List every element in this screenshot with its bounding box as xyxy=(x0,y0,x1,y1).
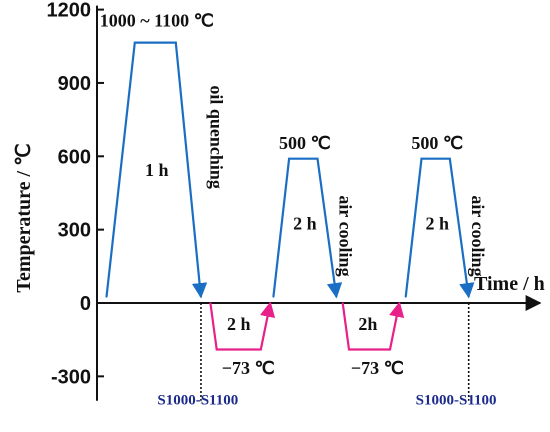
process-segment-1 xyxy=(341,301,405,351)
series xyxy=(105,41,475,351)
process-point xyxy=(272,296,275,298)
process-point xyxy=(316,157,319,160)
temp-1000-1100-label: 1000 ~ 1100 ℃ xyxy=(100,11,214,31)
hold-1h-label: 1 h xyxy=(145,160,169,180)
process-point xyxy=(215,348,218,351)
temp-500-b-label: 500 ℃ xyxy=(411,133,463,153)
y-axis-title: Temperature / ℃ xyxy=(13,143,35,292)
y-tick-label: 300 xyxy=(58,220,91,242)
process-point xyxy=(398,302,401,304)
process-point xyxy=(449,157,451,160)
process-point xyxy=(105,296,108,298)
process-point xyxy=(200,296,202,298)
process-point xyxy=(389,348,391,351)
air-cooling-b-label: air cooling xyxy=(468,195,488,276)
process-point xyxy=(335,296,338,298)
process-point xyxy=(348,348,350,351)
hold-2h-cryo-b-label: 2h xyxy=(358,314,377,334)
air-cooling-a-label: air cooling xyxy=(336,195,356,276)
sample-s1000-s1100-b-label: S1000-S1100 xyxy=(416,393,497,409)
y-tick-label: 0 xyxy=(80,293,91,315)
axes: -300 0 300 600 900 1200 xyxy=(47,0,542,401)
annotations: 1000 ~ 1100 ℃ oil quenching 1 h 500 ℃ air co… xyxy=(100,11,497,409)
process-point xyxy=(288,157,290,160)
oil-quenching-label: oil quenching xyxy=(206,85,226,189)
process-point xyxy=(404,296,407,298)
process-segment-1 xyxy=(272,157,343,299)
process-segment-2 xyxy=(404,157,475,299)
process-point xyxy=(209,302,212,304)
hold-2h-cryo-a-label: 2 h xyxy=(227,314,251,334)
temp-minus73-a-label: −73 ℃ xyxy=(222,358,275,378)
hold-2h-b-label: 2 h xyxy=(425,214,449,234)
process-point xyxy=(420,157,423,160)
sample-s1000-s1100-a-label: S1000-S1100 xyxy=(157,393,238,409)
process-segment-0 xyxy=(209,301,276,351)
process-segment-0 xyxy=(105,41,208,299)
temp-minus73-b-label: −73 ℃ xyxy=(351,358,404,378)
y-tick-label: 1200 xyxy=(47,0,92,22)
hold-2h-a-label: 2 h xyxy=(293,214,317,234)
process-point xyxy=(260,348,262,351)
y-tick-label: 600 xyxy=(58,146,91,168)
sample-markers xyxy=(200,303,470,401)
process-point xyxy=(269,302,272,304)
process-point xyxy=(341,302,344,304)
temp-500-a-label: 500 ℃ xyxy=(279,133,331,153)
process-point xyxy=(467,296,470,298)
y-tick-label: 900 xyxy=(58,73,91,95)
process-point xyxy=(134,41,136,44)
x-axis-title: Time / h xyxy=(474,273,545,295)
y-tick-label: -300 xyxy=(51,366,91,388)
process-point xyxy=(174,41,177,44)
